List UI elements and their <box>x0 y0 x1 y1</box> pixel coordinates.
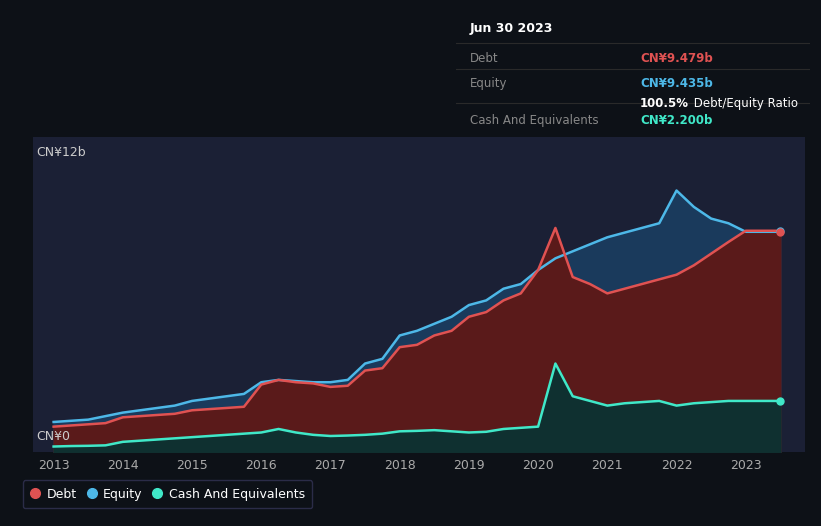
Text: Jun 30 2023: Jun 30 2023 <box>470 22 553 35</box>
Text: Debt/Equity Ratio: Debt/Equity Ratio <box>690 97 798 109</box>
Text: CN¥9.435b: CN¥9.435b <box>640 77 713 89</box>
Text: CN¥2.200b: CN¥2.200b <box>640 115 713 127</box>
Text: CN¥0: CN¥0 <box>37 430 71 443</box>
Text: Cash And Equivalents: Cash And Equivalents <box>470 115 599 127</box>
Text: CN¥12b: CN¥12b <box>37 146 86 159</box>
Text: Debt: Debt <box>470 52 498 65</box>
Legend: Debt, Equity, Cash And Equivalents: Debt, Equity, Cash And Equivalents <box>23 480 312 509</box>
Text: Equity: Equity <box>470 77 507 89</box>
Text: CN¥9.479b: CN¥9.479b <box>640 52 713 65</box>
Text: 100.5%: 100.5% <box>640 97 689 109</box>
